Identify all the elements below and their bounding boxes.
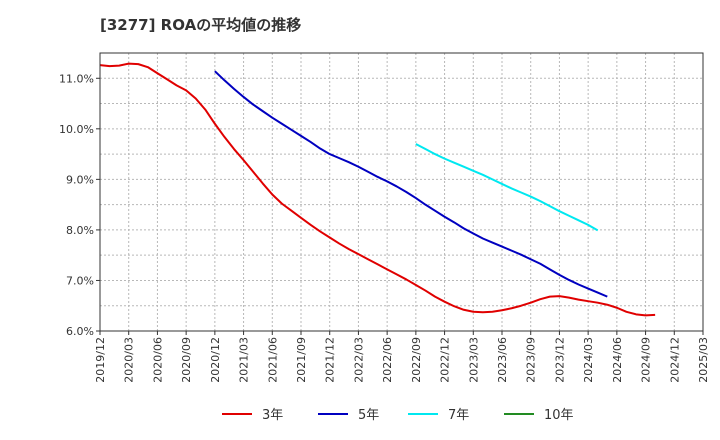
legend-label: 10年: [544, 408, 574, 423]
y-tick-label: 8.0%: [66, 224, 94, 237]
axes: [99, 52, 704, 332]
series-line-5年: [214, 70, 608, 298]
x-tick-label: 2023/06: [496, 337, 509, 383]
chart-title: [3277] ROAの平均値の推移: [100, 16, 302, 34]
legend-label: 7年: [448, 408, 469, 423]
x-tick-label: 2021/09: [295, 337, 308, 383]
x-tick-label: 2024/06: [611, 337, 624, 383]
x-tick-label: 2020/09: [180, 337, 193, 383]
x-tick-label: 2024/03: [582, 337, 595, 383]
x-tick-label: 2021/06: [266, 337, 279, 383]
series-line-3年: [99, 62, 656, 317]
x-tick-label: 2022/03: [352, 337, 365, 383]
x-tick-label: 2023/12: [553, 337, 566, 383]
x-tick-label: 2020/12: [209, 337, 222, 383]
x-tick-label: 2023/09: [525, 337, 538, 383]
y-tick-label: 10.0%: [59, 123, 94, 136]
x-axis-ticks: 2019/12 2020/03 2020/06 2020/09 2020/12 2021/…: [94, 331, 710, 383]
y-tick-label: 6.0%: [66, 325, 94, 338]
y-axis-ticks: 6.0% 7.0% 8.0% 9.0% 10.0% 11.0%: [59, 72, 100, 338]
x-tick-label: 2019/12: [94, 337, 107, 383]
plot-frame: [99, 52, 704, 332]
x-tick-label: 2025/03: [697, 337, 710, 383]
x-tick-label: 2022/06: [381, 337, 394, 383]
series-lines: [99, 62, 656, 317]
series-line-7年: [415, 143, 599, 232]
legend-label: 3年: [262, 408, 283, 423]
x-tick-label: 2023/03: [467, 337, 480, 383]
x-tick-label: 2020/06: [151, 337, 164, 383]
x-tick-label: 2021/12: [324, 337, 337, 383]
legend: 3年 5年 7年 10年: [222, 408, 574, 423]
x-tick-label: 2020/03: [123, 337, 136, 383]
x-tick-label: 2022/09: [410, 337, 423, 383]
x-tick-label: 2024/12: [668, 337, 681, 383]
legend-label: 5年: [358, 408, 379, 423]
y-tick-label: 7.0%: [66, 274, 94, 287]
y-tick-label: 11.0%: [59, 72, 94, 85]
x-tick-label: 2021/03: [238, 337, 251, 383]
y-tick-label: 9.0%: [66, 173, 94, 186]
x-tick-label: 2022/12: [439, 337, 452, 383]
x-tick-label: 2024/09: [640, 337, 653, 383]
